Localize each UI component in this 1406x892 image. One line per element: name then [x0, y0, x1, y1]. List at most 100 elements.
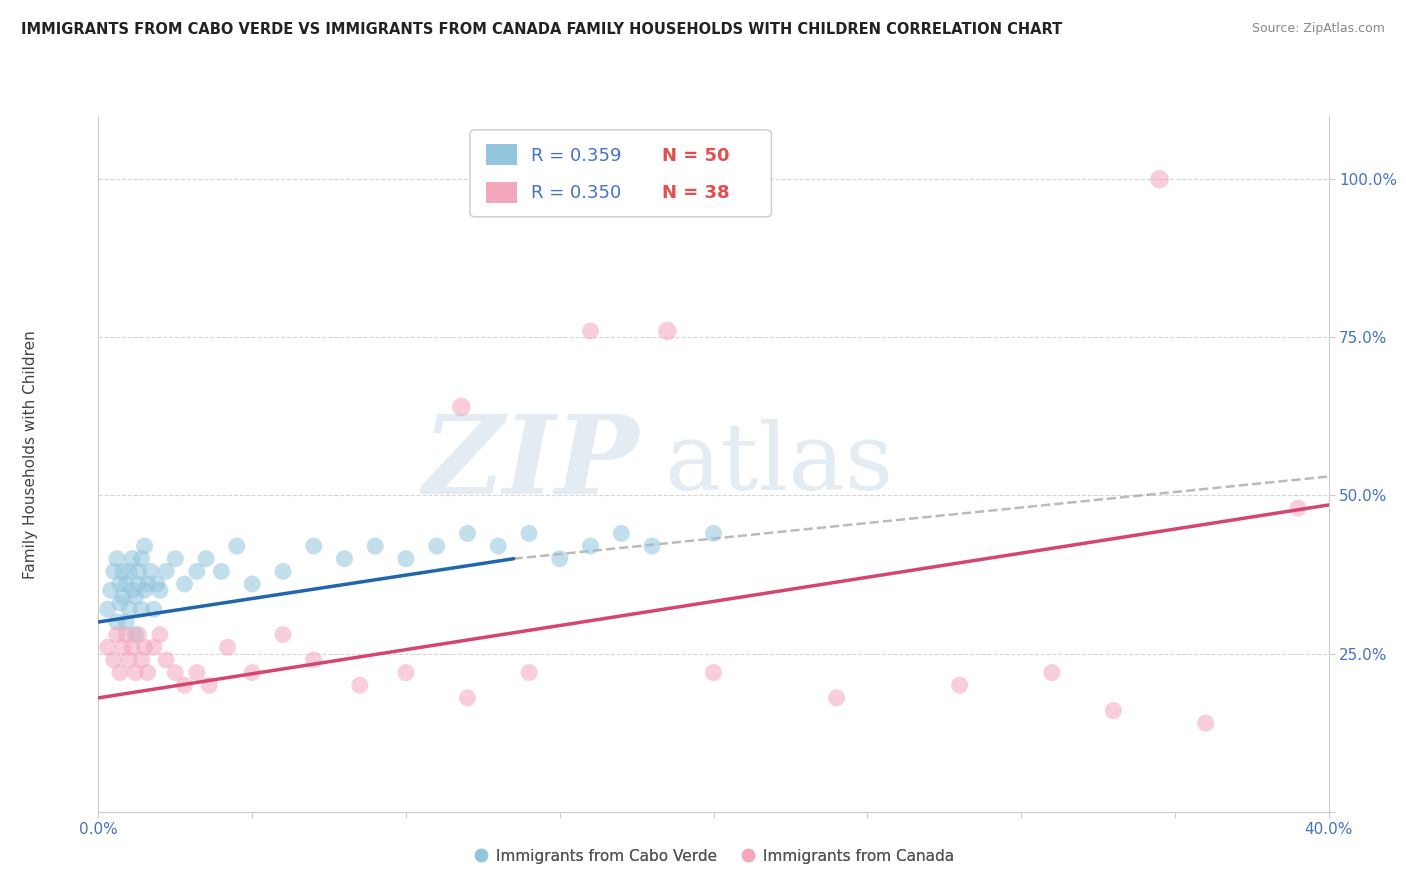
Point: [131, 602, 153, 616]
Point: [165, 665, 187, 680]
Point: [217, 640, 239, 655]
Point: [825, 690, 848, 705]
Point: [136, 577, 159, 591]
Point: [131, 551, 153, 566]
Point: [112, 590, 135, 604]
Point: [118, 653, 141, 667]
Point: [1102, 704, 1125, 718]
Point: [149, 583, 172, 598]
Point: [103, 653, 125, 667]
Point: [105, 615, 128, 629]
Point: [127, 577, 149, 591]
Point: [426, 539, 449, 553]
Point: [108, 665, 131, 680]
Point: [165, 551, 187, 566]
Point: [121, 551, 143, 566]
Point: [186, 665, 208, 680]
Point: [271, 627, 294, 641]
Point: [1040, 665, 1063, 680]
Point: [134, 640, 156, 655]
Point: [131, 653, 153, 667]
Point: [127, 627, 149, 641]
Point: [195, 551, 218, 566]
Point: [240, 665, 263, 680]
Point: [105, 627, 128, 641]
Text: Source: ZipAtlas.com: Source: ZipAtlas.com: [1251, 22, 1385, 36]
Point: [456, 526, 478, 541]
Point: [395, 665, 418, 680]
Point: [302, 653, 325, 667]
Point: [173, 577, 195, 591]
Point: [108, 596, 131, 610]
Point: [302, 539, 325, 553]
Point: [103, 565, 125, 579]
Point: [225, 539, 247, 553]
Point: [240, 577, 263, 591]
FancyBboxPatch shape: [470, 130, 772, 217]
Point: [517, 526, 540, 541]
Point: [100, 583, 122, 598]
Point: [115, 615, 138, 629]
Point: [118, 565, 141, 579]
Point: [1286, 501, 1309, 516]
Point: [456, 690, 478, 705]
Point: [517, 665, 540, 680]
Point: [173, 678, 195, 692]
Point: [121, 640, 143, 655]
Point: [349, 678, 371, 692]
Point: [142, 640, 165, 655]
Point: [1195, 716, 1218, 731]
Point: [333, 551, 356, 566]
Point: [124, 665, 146, 680]
Point: [112, 565, 135, 579]
Text: N = 38: N = 38: [662, 184, 730, 202]
Point: [186, 565, 208, 579]
Bar: [486, 182, 517, 203]
Point: [124, 590, 146, 604]
Point: [146, 577, 169, 591]
Point: [139, 565, 162, 579]
Bar: [486, 145, 517, 165]
Text: ZIP: ZIP: [423, 410, 640, 517]
Point: [641, 539, 664, 553]
Point: [155, 565, 177, 579]
Point: [108, 577, 131, 591]
Point: [112, 640, 135, 655]
Point: [155, 653, 177, 667]
Point: [610, 526, 633, 541]
Point: [486, 539, 509, 553]
Point: [115, 627, 138, 641]
Legend: Immigrants from Cabo Verde, Immigrants from Canada: Immigrants from Cabo Verde, Immigrants f…: [467, 843, 960, 871]
Point: [949, 678, 972, 692]
Point: [271, 565, 294, 579]
Point: [395, 551, 418, 566]
Point: [657, 324, 679, 338]
Text: N = 50: N = 50: [662, 146, 730, 165]
Point: [450, 400, 472, 414]
Point: [134, 539, 156, 553]
Point: [579, 324, 602, 338]
Text: R = 0.359: R = 0.359: [531, 146, 621, 165]
Text: Family Households with Children: Family Households with Children: [24, 331, 38, 579]
Point: [142, 602, 165, 616]
Point: [121, 583, 143, 598]
Point: [105, 551, 128, 566]
Point: [548, 551, 571, 566]
Point: [127, 565, 149, 579]
Point: [97, 602, 120, 616]
Point: [579, 539, 602, 553]
Text: IMMIGRANTS FROM CABO VERDE VS IMMIGRANTS FROM CANADA FAMILY HOUSEHOLDS WITH CHIL: IMMIGRANTS FROM CABO VERDE VS IMMIGRANTS…: [21, 22, 1063, 37]
Point: [118, 602, 141, 616]
Point: [211, 565, 233, 579]
Point: [136, 665, 159, 680]
Text: atlas: atlas: [665, 419, 894, 508]
Point: [115, 577, 138, 591]
Point: [703, 526, 725, 541]
Point: [149, 627, 172, 641]
Point: [1149, 172, 1171, 186]
Point: [364, 539, 387, 553]
Point: [198, 678, 221, 692]
Text: R = 0.350: R = 0.350: [531, 184, 621, 202]
Point: [97, 640, 120, 655]
Point: [124, 627, 146, 641]
